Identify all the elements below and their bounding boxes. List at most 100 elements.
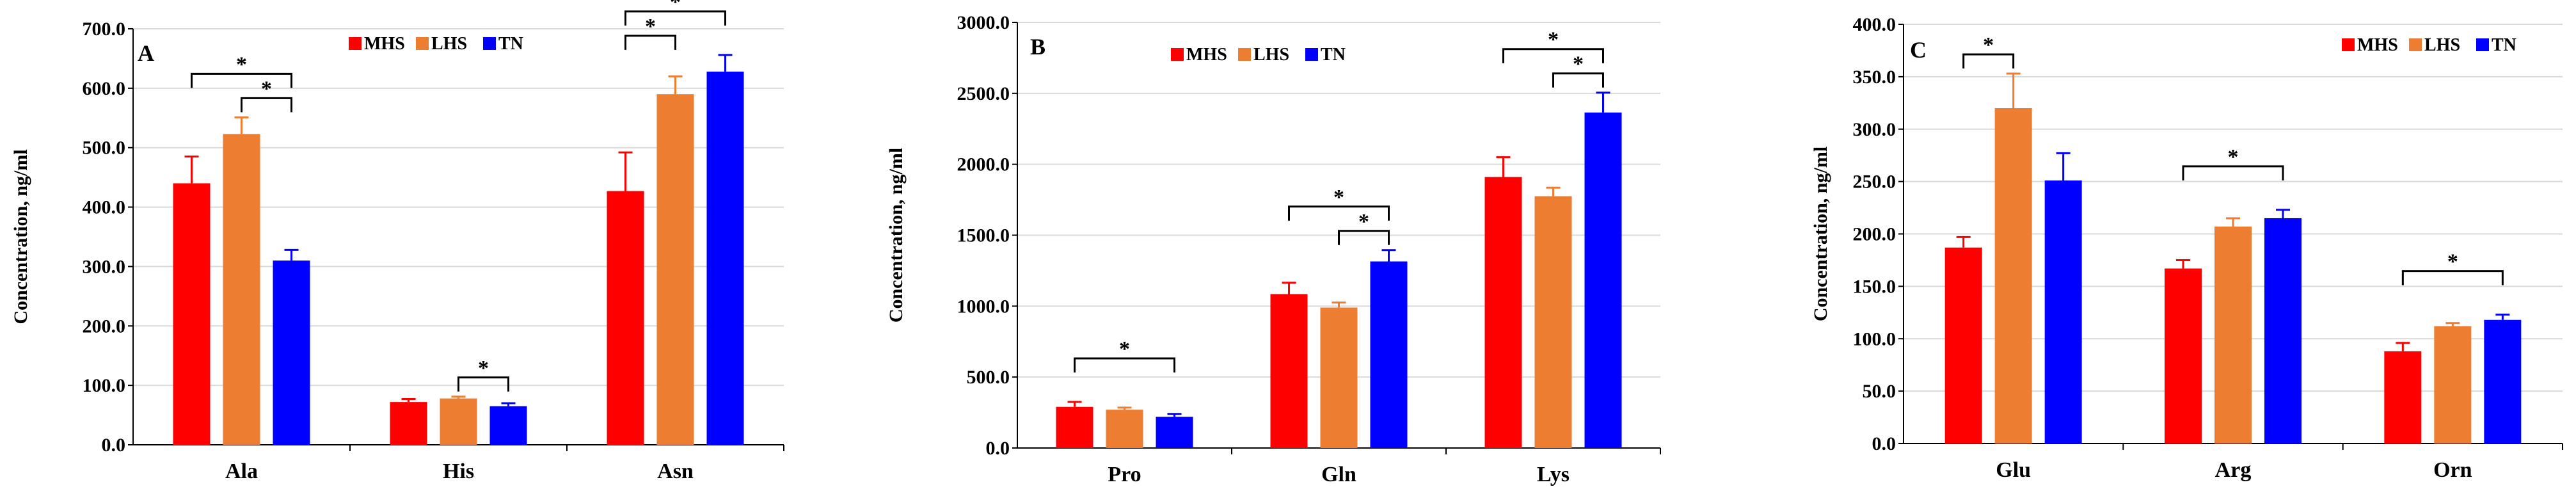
bar-MHS-Glu — [1944, 247, 1982, 444]
significance-star: * — [645, 15, 656, 38]
x-tick-label: Lys — [1537, 463, 1570, 486]
legend-swatch-MHS — [1171, 48, 1184, 61]
bar-LHS-Orn — [2434, 326, 2472, 444]
panel-letter: A — [138, 40, 154, 66]
y-tick-label: 700.0 — [83, 19, 126, 40]
bar-MHS-Orn — [2384, 351, 2422, 444]
x-tick-label: Asn — [657, 460, 694, 483]
bar-LHS-Pro — [1106, 410, 1143, 448]
legend-label-LHS: LHS — [1253, 45, 1289, 65]
bar-LHS-Glu — [1994, 108, 2032, 444]
bar-MHS-Arg — [2165, 268, 2202, 444]
bar-TN-Glu — [2044, 180, 2082, 444]
significance-bracket — [1288, 205, 1390, 221]
y-tick-label: 400.0 — [1853, 14, 1896, 35]
y-tick-label: 100.0 — [83, 375, 126, 396]
legend-swatch-LHS — [1238, 48, 1251, 61]
y-tick-label: 400.0 — [83, 197, 126, 218]
significance-star: * — [670, 0, 681, 14]
legend-swatch-TN — [2476, 38, 2489, 51]
legend-label-TN: TN — [1321, 45, 1346, 65]
x-tick-label: Arg — [2215, 458, 2252, 482]
legend-swatch-LHS — [2409, 38, 2422, 51]
legend-swatch-MHS — [349, 37, 362, 50]
significance-bracket — [1338, 230, 1390, 245]
legend-label-LHS: LHS — [431, 34, 467, 54]
significance-bracket — [1552, 72, 1604, 88]
y-tick-label: 100.0 — [1853, 328, 1896, 349]
bar-LHS-Lys — [1534, 196, 1572, 448]
significance-bracket — [2401, 270, 2504, 285]
significance-star: * — [1358, 210, 1369, 234]
panel-letter: B — [1030, 34, 1046, 60]
legend-label-TN: TN — [2492, 35, 2516, 55]
bar-LHS-Gln — [1320, 307, 1358, 448]
significance-bracket — [1502, 48, 1604, 63]
y-tick-label: 0.0 — [986, 438, 1010, 459]
y-axis-label: Concentration, ng/ml — [10, 149, 31, 324]
y-tick-label: 250.0 — [1853, 172, 1896, 193]
chart-panel-A: 0.0 100.0 200.0 300.0 400.0 500.0 600.0 700.0 Co… — [10, 0, 784, 483]
legend-label-MHS: MHS — [2357, 35, 2398, 55]
bar-TN-His — [489, 406, 527, 445]
bar-MHS-His — [390, 402, 427, 445]
bar-TN-Orn — [2484, 319, 2522, 444]
legend-label-MHS: MHS — [364, 34, 405, 54]
x-tick-label: Gln — [1321, 463, 1356, 486]
significance-star: * — [2447, 250, 2458, 274]
panel-letter: C — [1910, 37, 1927, 63]
legend-swatch-TN — [483, 37, 496, 50]
legend-swatch-LHS — [416, 37, 429, 50]
y-tick-label: 2500.0 — [957, 83, 1010, 104]
bar-TN-Arg — [2264, 218, 2302, 444]
legend-label-LHS: LHS — [2424, 35, 2460, 55]
significance-star: * — [1983, 33, 1994, 57]
y-tick-label: 500.0 — [83, 138, 126, 159]
bar-MHS-Pro — [1056, 406, 1093, 448]
bar-MHS-Lys — [1484, 177, 1522, 448]
bar-TN-Asn — [706, 71, 744, 445]
y-tick-label: 1000.0 — [957, 296, 1010, 317]
significance-bracket — [457, 376, 509, 392]
y-tick-label: 50.0 — [1863, 381, 1896, 402]
significance-star: * — [2228, 145, 2239, 169]
y-tick-label: 0.0 — [102, 435, 126, 456]
x-tick-label: Orn — [2433, 458, 2472, 482]
y-tick-label: 350.0 — [1853, 67, 1896, 88]
significance-bracket — [2182, 165, 2284, 180]
y-tick-label: 150.0 — [1853, 276, 1896, 297]
significance-bracket — [241, 97, 292, 113]
y-axis-label: Concentration, ng/ml — [886, 148, 907, 323]
significance-bracket — [624, 10, 726, 26]
chart-panel-B: 0.0 500.0 1000.0 1500.0 2000.0 2500.0 3000.0 Co… — [886, 12, 1661, 486]
y-tick-label: 300.0 — [1853, 119, 1896, 140]
bar-TN-Gln — [1370, 261, 1408, 448]
bar-MHS-Ala — [173, 183, 211, 445]
x-tick-label: Pro — [1108, 463, 1141, 486]
y-tick-label: 0.0 — [1872, 433, 1896, 454]
significance-star: * — [1119, 337, 1130, 361]
y-axis-label: Concentration, ng/ml — [1810, 147, 1831, 321]
significance-star: * — [1548, 28, 1559, 52]
y-tick-label: 2000.0 — [957, 154, 1010, 175]
y-tick-label: 200.0 — [83, 316, 126, 337]
significance-star: * — [236, 52, 247, 76]
bar-LHS-Asn — [656, 94, 694, 445]
significance-star: * — [261, 77, 272, 100]
y-tick-label: 200.0 — [1853, 224, 1896, 245]
y-tick-label: 3000.0 — [957, 12, 1010, 33]
bar-LHS-Arg — [2214, 227, 2252, 444]
significance-star: * — [478, 356, 489, 380]
x-tick-label: Ala — [225, 460, 258, 483]
legend-label-MHS: MHS — [1186, 45, 1227, 65]
bar-TN-Pro — [1156, 417, 1193, 448]
bar-MHS-Gln — [1270, 294, 1308, 448]
x-tick-label: Glu — [1996, 458, 2031, 482]
bar-TN-Ala — [273, 260, 310, 445]
significance-bracket — [191, 72, 292, 88]
legend-swatch-MHS — [2342, 38, 2355, 51]
significance-bracket — [624, 35, 676, 50]
bar-TN-Lys — [1584, 112, 1622, 449]
